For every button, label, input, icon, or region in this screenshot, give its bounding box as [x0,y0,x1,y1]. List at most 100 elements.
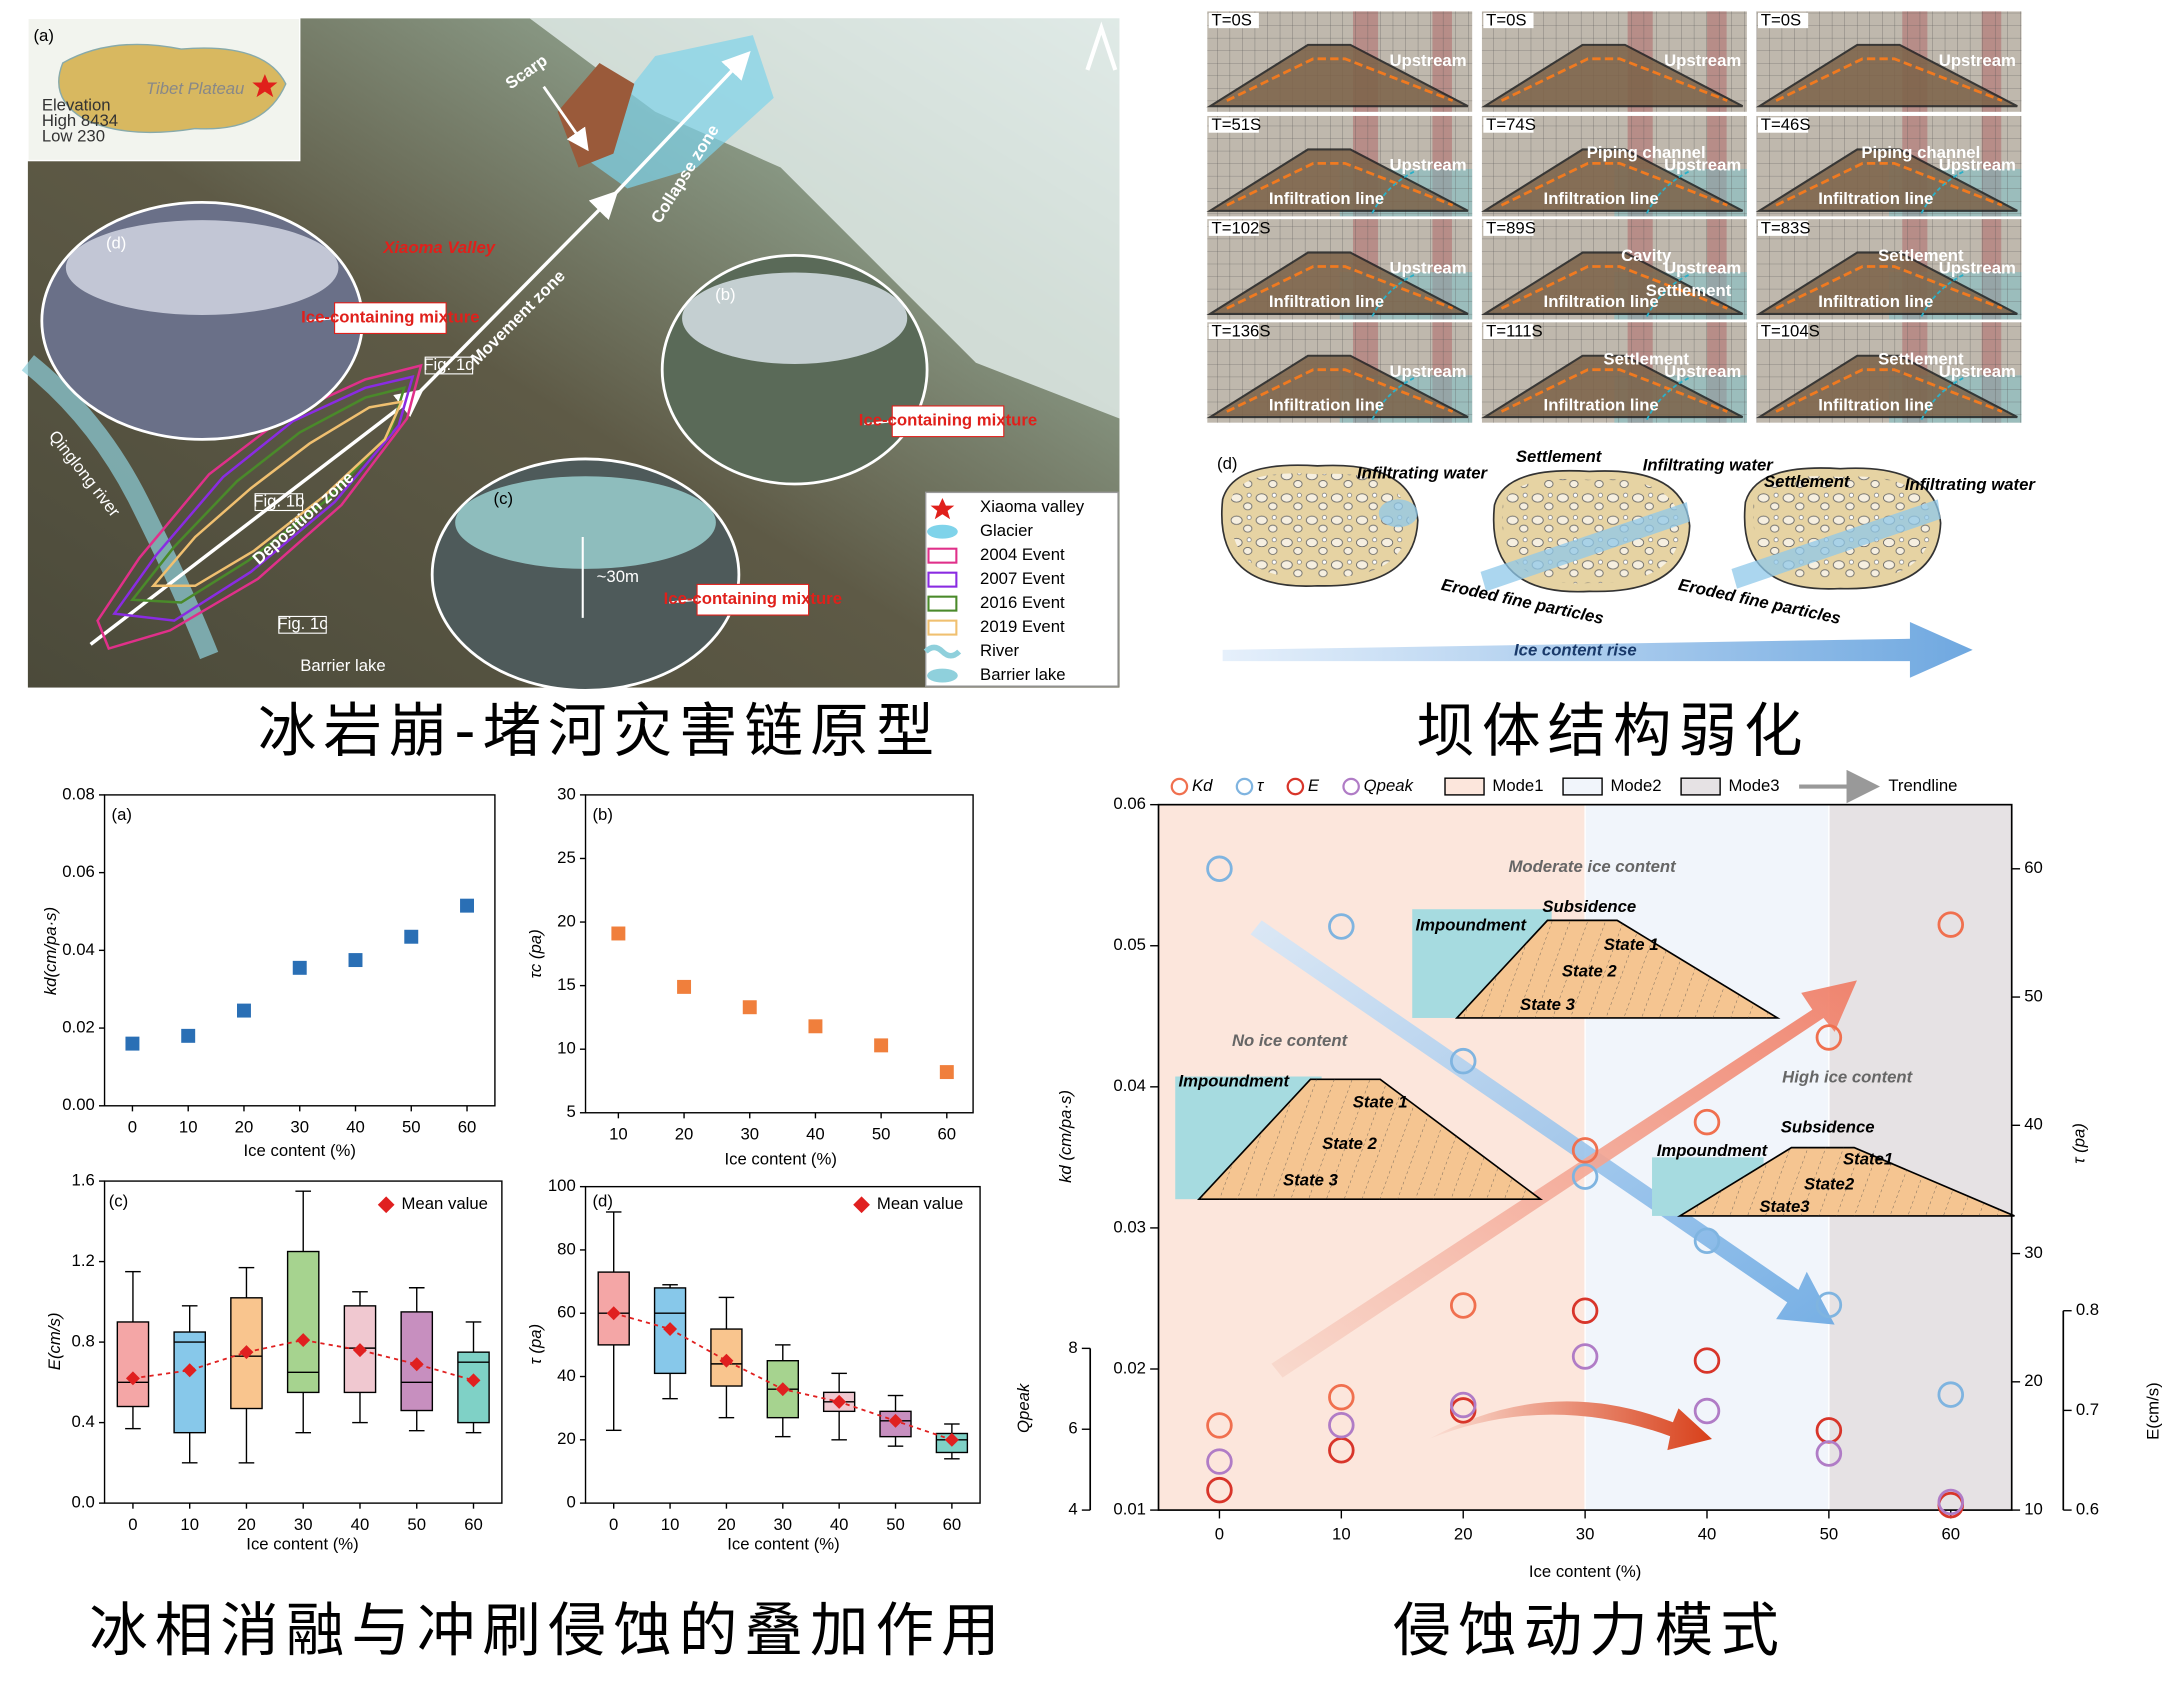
lake-label: Barrier lake [300,656,385,675]
inset-dam-hatch [1198,1079,1541,1200]
inset-label: Impoundment [1179,1072,1291,1091]
time-box [1757,117,1809,133]
event-outline [150,400,404,588]
point [1815,1024,1843,1051]
dam [1481,148,1744,212]
fig-ref-box [254,493,304,512]
inset-label: State 3 [1520,995,1576,1014]
note-text: Ice-containing mixture [859,411,1037,430]
y-tick-label: 8 [1068,1338,1077,1357]
frame-note: Upstream [1939,156,2016,175]
infiltration-curve [1371,274,1415,318]
time-box [1483,117,1534,133]
fig-ref-box [278,615,327,634]
soil-texture [1230,473,1410,578]
legend-swatch [1444,777,1485,796]
fig-ref: Fig. 1c [277,614,327,633]
x-tick-label: 50 [872,1124,891,1143]
deposition-arrow [89,389,424,646]
point [1328,1411,1355,1439]
box [173,1331,207,1434]
y-tick-label: 30 [557,784,576,803]
mean-marker [775,1382,790,1397]
legend-label: River [980,641,1019,660]
inset-label: State 3 [1283,1170,1339,1189]
point [348,953,363,968]
frame-note: Piping channel [1861,143,1980,162]
y-tick-label: 20 [557,1429,576,1448]
inset-legend-text: Low 230 [42,126,105,145]
frame-note: Infiltration line [1269,395,1384,414]
box [286,1250,320,1394]
frame-note: Settlement [1603,349,1689,368]
dam [1755,354,2018,419]
time-box [1208,323,1259,340]
infiltration-curve [1371,170,1415,214]
photo-highlight [455,476,716,569]
y-tick-label: 0.8 [72,1332,95,1351]
legend-marker [1170,777,1189,796]
dam [1755,43,2018,108]
legend-label: 2004 Event [980,545,1065,564]
x-tick-label: 10 [180,1515,199,1534]
point [1328,913,1355,940]
diagram-label: Infiltrating water [1905,475,2037,494]
inset-label: State1 [1843,1150,1893,1169]
legend-symbol [927,571,958,588]
y-tick-label: 4 [1068,1500,1077,1519]
x-tick-label: 30 [290,1118,309,1137]
legend-label: 2007 Event [980,569,1065,588]
infiltration-curve [1920,170,1964,214]
legend-label: Mean value [402,1194,488,1213]
caption: 坝体结构弱化 [1416,697,1809,765]
legend-swatch [1562,777,1603,796]
legend-symbol [927,524,958,539]
x-tick-label: 50 [1820,1525,1839,1544]
frame-note: Infiltration line [1544,395,1659,414]
y-tick-label: 20 [2024,1371,2043,1390]
mean-marker [944,1432,959,1447]
frame-note: Infiltration line [1269,189,1384,208]
x-tick-label: 40 [1698,1525,1717,1544]
x-tick-label: 50 [402,1118,421,1137]
y-tick-label: 0.7 [2076,1400,2099,1419]
panel-label: (a) [112,805,132,824]
y-tick-label: 0.06 [1113,794,1146,813]
y-axis-label: E(cm/s) [45,1313,64,1371]
legend-label: Trendline [1888,776,1957,795]
x-tick-label: 20 [717,1515,736,1534]
y-tick-label: 1.6 [72,1170,95,1189]
note-arrow [669,598,698,604]
frame-note: Upstream [1939,259,2016,278]
x-tick-label: 20 [235,1118,254,1137]
frame-note: Upstream [1664,259,1741,278]
inset-label: Impoundment [1657,1141,1769,1160]
x-tick-label: 30 [294,1515,313,1534]
y-tick-label: 0.0 [72,1493,95,1512]
frame-note: Upstream [1389,156,1466,175]
point [404,929,419,944]
y-axis-label: kd (cm/pa·s) [1056,1090,1075,1183]
caption: 冰相消融与冲刷侵蚀的叠加作用 [89,1596,1006,1664]
point [236,1003,251,1018]
legend-marker [377,1196,395,1214]
dam [1481,251,1744,315]
time-box [1757,12,1809,29]
legend-swatch [1680,777,1721,796]
inset-dam-hatch [1679,1147,2015,1216]
frame-note: Settlement [1878,349,1964,368]
x-tick-label: 10 [609,1124,628,1143]
y-tick-label: 0.00 [62,1095,95,1114]
x-tick-label: 50 [886,1515,905,1534]
inset-label: Impoundment [1416,915,1528,934]
legend-label: Mode1 [1492,776,1543,795]
trend-arrow [1428,1401,1712,1451]
time-label: T=74S [1486,115,1536,134]
north-arrow [1085,21,1118,71]
ice-rise-arrow [1222,622,1973,678]
caption: 侵蚀动力模式 [1393,1596,1786,1664]
point [611,926,626,941]
y-tick-label: 0.06 [62,862,95,881]
